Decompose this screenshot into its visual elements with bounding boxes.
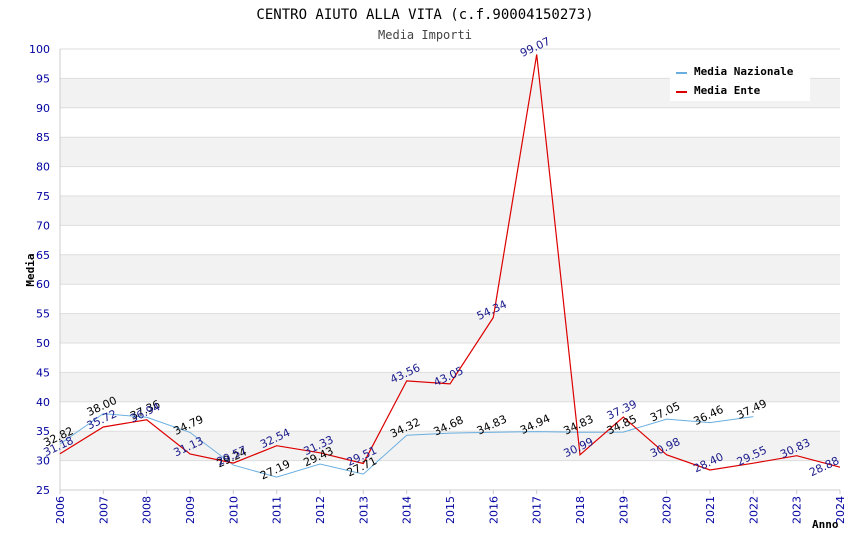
grid-band: [60, 225, 840, 255]
grid-band: [60, 284, 840, 314]
y-tick-label: 80: [36, 161, 50, 174]
grid-band: [60, 196, 840, 226]
series-line-media-ente: [59, 54, 841, 471]
y-tick-label: 85: [36, 131, 50, 144]
chart-title: CENTRO AIUTO ALLA VITA (c.f.90004150273): [256, 7, 593, 23]
y-axis-label: Media: [24, 253, 37, 286]
x-tick-label: 2011: [271, 496, 284, 524]
x-tick-label: 2010: [227, 496, 240, 524]
grid-band: [60, 313, 840, 343]
grid-band: [60, 254, 840, 285]
grid-band: [60, 343, 840, 373]
y-tick-label: 50: [36, 337, 50, 350]
y-tick-label: 45: [36, 366, 50, 379]
x-tick-label: 2014: [401, 496, 414, 524]
y-tick-label: 55: [36, 308, 50, 321]
grid-bands: [60, 49, 840, 490]
series-lines: [59, 54, 841, 478]
y-tick-label: 35: [36, 425, 50, 438]
x-axis-label: Anno: [812, 518, 839, 531]
grid-band: [60, 166, 840, 196]
x-tick-label: 2024: [834, 496, 847, 524]
x-tick-label: 2020: [661, 496, 674, 524]
x-tick-label: 2022: [747, 496, 760, 524]
grid-band: [60, 137, 840, 167]
y-tick-label: 40: [36, 396, 50, 409]
y-tick-label: 75: [36, 190, 50, 203]
x-tick-label: 2019: [617, 496, 630, 524]
x-tick-label: 2006: [54, 496, 67, 524]
y-tick-label: 90: [36, 102, 50, 115]
x-tick-label: 2016: [487, 496, 500, 524]
grid-band: [60, 431, 840, 461]
y-tick-label: 100: [29, 43, 50, 56]
legend: Media Nazionale Media Ente: [670, 60, 810, 101]
y-tick-label: 60: [36, 278, 50, 291]
series-line-media-nazionale: [59, 413, 754, 478]
y-tick-label: 30: [36, 455, 50, 468]
x-tick-label: 2013: [357, 496, 370, 524]
y-tick-label: 25: [36, 484, 50, 497]
legend-box: [670, 60, 810, 101]
grid-band: [60, 460, 840, 490]
y-tick-label: 70: [36, 219, 50, 232]
x-tick-label: 2008: [141, 496, 154, 524]
x-tick-labels: 2006 2007 2008 2009 2010 2011 2012 2013 2014 2015…: [54, 490, 847, 524]
grid-band: [60, 401, 840, 432]
x-tick-label: 2021: [704, 496, 717, 524]
x-tick-label: 2017: [531, 496, 544, 524]
grid-band: [60, 107, 840, 138]
x-tick-label: 2023: [791, 496, 804, 524]
x-tick-label: 2018: [574, 496, 587, 524]
chart-subtitle: Media Importi: [378, 28, 472, 42]
y-tick-labels: 25 30 35 40 45 50 55 60 65 70 75 80 85 90 95 100: [29, 43, 50, 497]
x-tick-label: 2012: [314, 496, 327, 524]
grid-band: [60, 372, 840, 402]
x-tick-label: 2015: [444, 496, 457, 524]
legend-label-media-nazionale: Media Nazionale: [694, 65, 794, 78]
x-tick-label: 2009: [184, 496, 197, 524]
x-tick-label: 2007: [97, 496, 110, 524]
y-tick-label: 65: [36, 249, 50, 262]
y-tick-label: 95: [36, 72, 50, 85]
legend-label-media-ente: Media Ente: [694, 84, 761, 97]
